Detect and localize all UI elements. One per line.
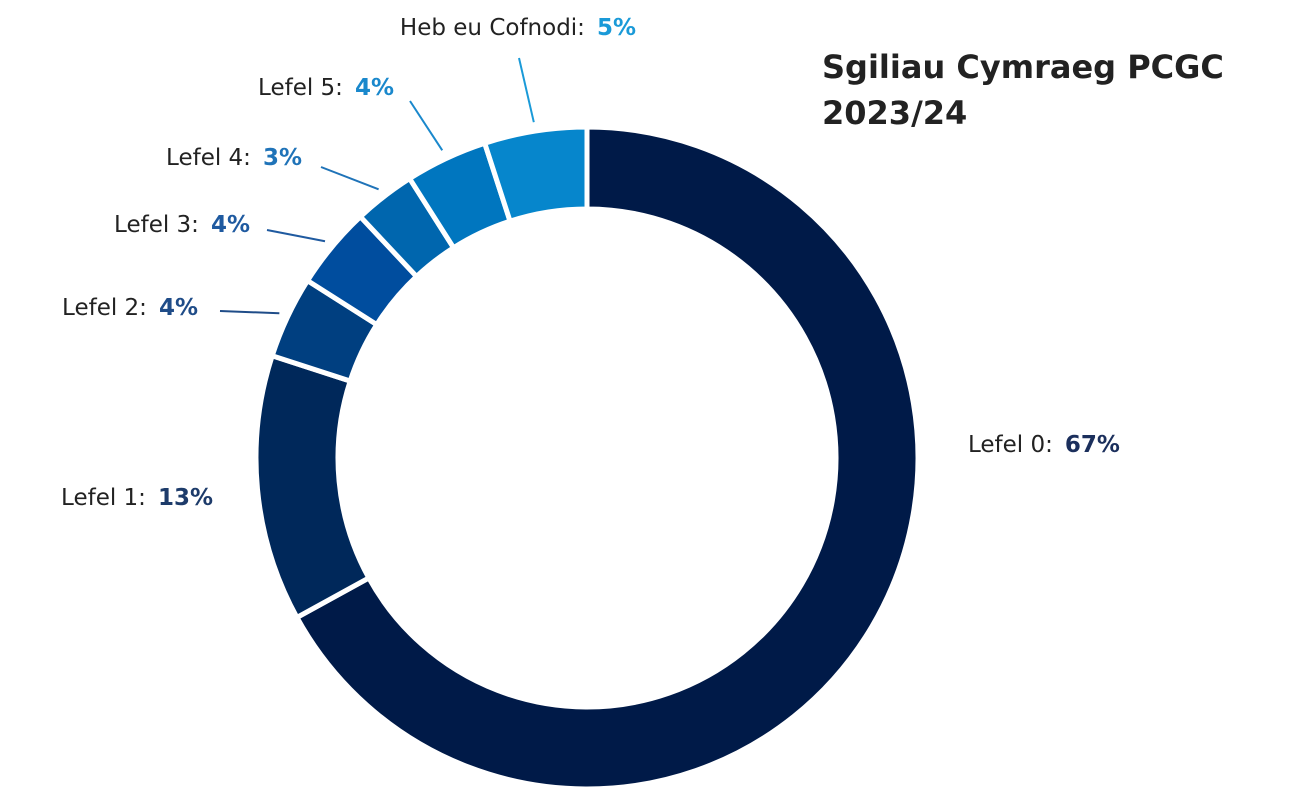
value-label: 67%	[1065, 432, 1120, 458]
value-label: 4%	[355, 75, 394, 101]
donut-segment	[481, 124, 590, 225]
data-label: Heb eu Cofnodi: 5%	[400, 15, 636, 41]
leader-line	[409, 100, 444, 151]
donut-segment	[253, 352, 373, 621]
data-label: Lefel 0: 67%	[968, 432, 1120, 458]
category-label: Lefel 5:	[258, 75, 343, 101]
value-label: 4%	[159, 295, 198, 321]
category-label: Lefel 0:	[968, 432, 1053, 458]
value-label: 3%	[263, 145, 302, 171]
leader-line	[320, 166, 379, 191]
leader-line	[219, 310, 280, 315]
data-label: Lefel 4: 3%	[166, 145, 302, 171]
donut-segment	[293, 124, 921, 787]
data-label: Lefel 2: 4%	[62, 295, 198, 321]
chart-title: Sgiliau Cymraeg PCGC 2023/24	[822, 48, 1224, 132]
category-label: Lefel 3:	[114, 212, 199, 238]
data-label: Lefel 3: 4%	[114, 212, 250, 238]
leader-line	[266, 229, 326, 243]
value-label: 13%	[158, 485, 213, 511]
category-label: Lefel 1:	[61, 485, 146, 511]
leader-line	[518, 57, 535, 123]
category-label: Lefel 4:	[166, 145, 251, 171]
data-label: Lefel 5: 4%	[258, 75, 394, 101]
value-label: 5%	[597, 15, 636, 41]
category-label: Lefel 2:	[62, 295, 147, 321]
value-label: 4%	[211, 212, 250, 238]
category-label: Heb eu Cofnodi:	[400, 15, 585, 41]
data-label: Lefel 1: 13%	[61, 485, 213, 511]
